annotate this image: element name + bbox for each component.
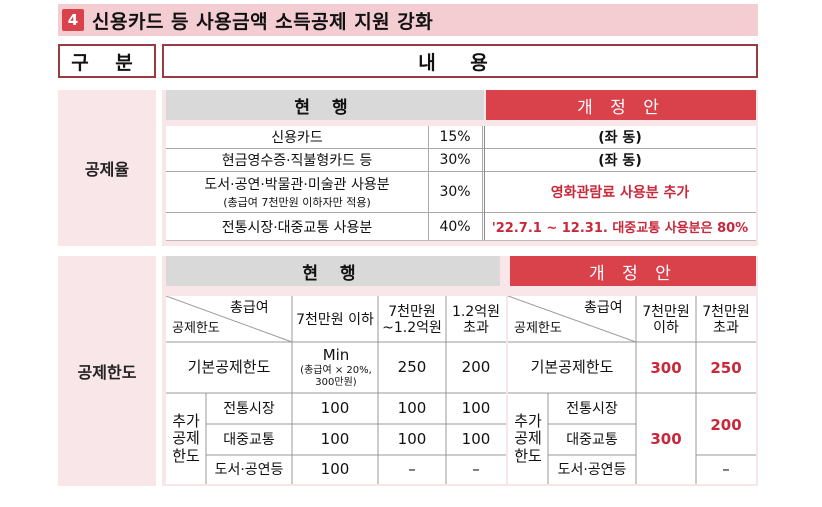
extra-row-value: 100: [320, 430, 350, 449]
extra-row-label: 전통시장: [223, 400, 275, 417]
extra-row-label: 도서·공연등: [214, 461, 284, 478]
extra-limit-label: 추가 공제 한도: [514, 412, 542, 465]
rate-row-rate: 15%: [439, 129, 471, 145]
basic-limit-value: 300: [650, 359, 682, 377]
rate-row-rate: 30%: [439, 152, 471, 168]
basic-limit-value: 250: [397, 358, 427, 377]
extra-row-value: 100: [397, 399, 427, 418]
extra-row-label: 대중교통: [223, 431, 275, 448]
basic-limit-value: 250: [710, 359, 742, 377]
basic-limit-label: 기본공제한도: [187, 358, 271, 377]
rate-row-rate: 30%: [439, 184, 471, 200]
current-limit-table: 총급여 공제한도 7천만원 이하 7천만원 ~1.2억원 1.2억원 초과 기본…: [166, 296, 506, 484]
current-header: 현 행: [166, 256, 500, 286]
row-divider: [166, 171, 756, 172]
rate-row-item-cell: 도서·공연·박물관·미술관 사용분 (총급여 7천만원 이하자만 적용): [166, 172, 428, 212]
extra-row-value: –: [408, 460, 416, 479]
extra-row-value: 100: [461, 399, 491, 418]
extra-row-value: 100: [397, 430, 427, 449]
extra-row-value: 100: [320, 399, 350, 418]
rate-row-item: 도서·공연·박물관·미술관 사용분: [204, 177, 390, 193]
col-header: 7천만원 이하: [296, 311, 374, 328]
proposal-limit-table: 총급여 공제한도 7천만원 이하 7천만원 초과 기본공제한도 300 250 …: [508, 296, 756, 484]
rate-row-note: (총급여 7천만원 이하자만 적용): [223, 196, 371, 209]
rate-row-item: 전통시장·대중교통 사용분: [221, 219, 373, 236]
extra-row-value: 100: [320, 460, 350, 479]
col-header: 7천만원 ~1.2억원: [382, 303, 442, 336]
row-divider: [166, 148, 756, 149]
col-header: 7천만원 초과: [702, 303, 750, 336]
extra-row-value: –: [472, 460, 480, 479]
proposal-table-lines: [508, 296, 756, 484]
basic-limit-main: Min: [322, 346, 350, 365]
extra-row-label: 도서·공연등: [557, 461, 627, 478]
section-deduction-limit-label: 공제한도: [58, 256, 156, 486]
proposal-header: 개 정 안: [486, 90, 756, 120]
basic-limit-note: (총급여 × 20%, 300만원): [300, 364, 372, 388]
basic-limit-label: 기본공제한도: [530, 358, 614, 377]
extra-row-value: 100: [461, 430, 491, 449]
section-number-badge: 4: [62, 9, 84, 31]
diagonal-top-label: 총급여: [230, 300, 269, 316]
diagonal-bottom-label: 공제한도: [172, 321, 220, 336]
rate-row-proposal: (좌 동): [598, 153, 642, 169]
header-content: 내 용: [162, 44, 758, 78]
col-header: 7천만원 이하: [642, 303, 690, 336]
row-divider: [166, 212, 756, 213]
diagonal-bottom-label: 공제한도: [514, 321, 562, 336]
title-band: [58, 4, 758, 36]
page-title: 신용카드 등 사용금액 소득공제 지원 강화: [92, 10, 434, 33]
rate-row-proposal: (좌 동): [598, 130, 642, 146]
col-divider: [484, 126, 485, 240]
rate-row-item: 현금영수증·직불형카드 등: [221, 153, 373, 169]
section-deduction-rate: 현 행 개 정 안 신용카드 15% (좌 동) 현금영수증·직불형카드 등 3…: [162, 90, 758, 246]
diagonal-top-label: 총급여: [584, 300, 623, 316]
col-divider: [428, 126, 429, 240]
col-header: 1.2억원 초과: [451, 303, 501, 336]
rate-row-proposal: 영화관람료 사용분 추가: [550, 185, 690, 201]
rate-row-proposal: '22.7.1 ~ 12.31. 대중교통 사용분은 80%: [491, 221, 749, 236]
basic-limit-value: 200: [461, 358, 491, 377]
extra-limit-value: –: [722, 460, 730, 479]
basic-limit-cell: Min (총급여 × 20%, 300만원): [294, 346, 378, 390]
current-header: 현 행: [166, 90, 484, 120]
rate-table: 신용카드 15% (좌 동) 현금영수증·직불형카드 등 30% (좌 동) 도…: [166, 126, 756, 241]
extra-limit-value: 300: [650, 430, 682, 448]
current-table-lines: [166, 296, 506, 484]
proposal-header: 개 정 안: [510, 256, 756, 286]
section-deduction-rate-label: 공제율: [58, 90, 156, 246]
col-divider: [482, 126, 483, 240]
rate-row-item: 신용카드: [271, 130, 323, 146]
extra-limit-label: 추가 공제 한도: [172, 412, 200, 465]
extra-limit-value: 200: [710, 415, 742, 434]
rate-row-rate: 40%: [439, 218, 471, 235]
extra-row-label: 전통시장: [566, 400, 618, 417]
section-deduction-limit: 현 행 개 정 안 총급여 공제한도 7천만원 이하 7천만원 ~1.2억원 1…: [162, 256, 758, 486]
extra-row-label: 대중교통: [566, 431, 618, 448]
header-category: 구 분: [58, 44, 156, 78]
